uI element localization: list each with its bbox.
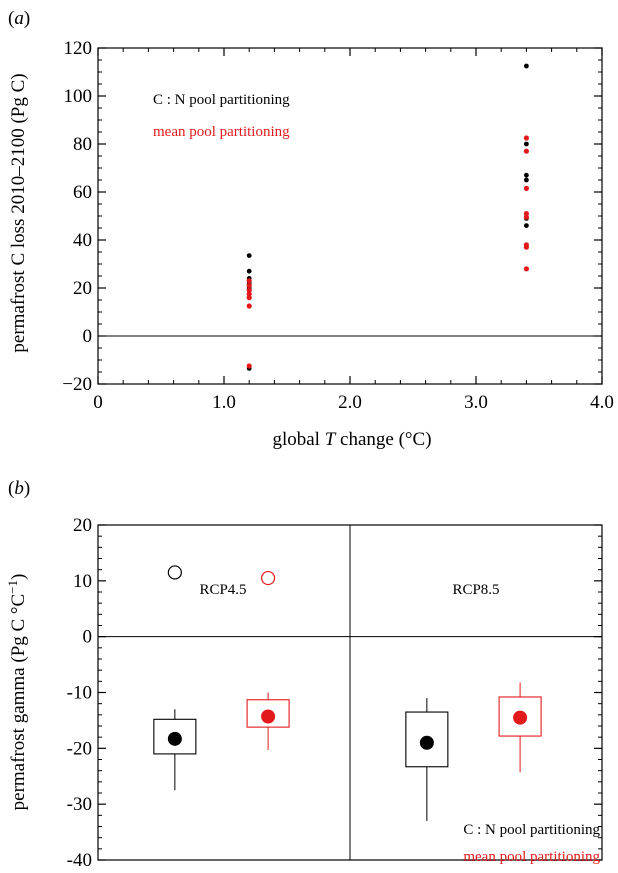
panel-b-legend-mean: mean pool partitioning xyxy=(463,849,600,865)
box-iqr-mean-rcp45 xyxy=(246,699,290,728)
panel-a-point-cn xyxy=(524,141,529,147)
panel-a-point-cn xyxy=(524,223,529,229)
panel-b-group-label-rcp45: RCP4.5 xyxy=(199,582,246,598)
panel-a-data-points xyxy=(246,63,530,371)
panel-b-boxes xyxy=(153,565,542,821)
panel-b-y-axis-label: permafrost gamma (Pg C °C−1) xyxy=(5,574,29,811)
panel-a-x-ticks: 0 1.0 2.0 3.0 4.0 xyxy=(93,48,614,413)
box-mean-marker-mean-rcp85 xyxy=(513,710,528,725)
panel-a-x-tick-label: 0 xyxy=(93,392,103,413)
box-mean-marker-cn-rcp85 xyxy=(419,735,434,750)
panel-a-point-mean xyxy=(246,287,252,293)
panel-a-x-tick-label: 4.0 xyxy=(590,392,614,413)
panel-a-y-tick-label: 0 xyxy=(83,326,93,347)
panel-a-point-mean xyxy=(246,363,252,369)
panel-b-y-tick-label: 20 xyxy=(73,515,92,536)
panel-a-x-tick-label: 2.0 xyxy=(338,392,362,413)
panel-b-divider-lines xyxy=(98,525,602,860)
panel-a-y-tick-label: 100 xyxy=(64,86,93,107)
panel-b-y-tick-label: 10 xyxy=(73,571,92,592)
panel-a-point-mean xyxy=(523,148,530,154)
panel-a-x-tick-label: 1.0 xyxy=(212,392,236,413)
panel-a-y-tick-label: −20 xyxy=(62,374,92,395)
panel-b-y-tick-label: -20 xyxy=(67,738,92,759)
box-mean-marker-mean-rcp45 xyxy=(261,709,276,724)
panel-a-y-axis-label: permafrost C loss 2010–2100 (Pg C) xyxy=(8,73,29,352)
panel-a-point-cn xyxy=(524,172,529,178)
panel-a-point-cn xyxy=(246,253,252,258)
panel-a-point-mean xyxy=(523,266,530,272)
panel-a-y-ticks: −20 0 20 40 60 80 100 120 xyxy=(62,38,602,395)
box-iqr-cn-rcp45 xyxy=(153,718,197,755)
panel-a-point-cn xyxy=(524,63,529,69)
panel-a-point-mean xyxy=(246,291,252,297)
box-iqr-mean-rcp85 xyxy=(498,696,542,737)
panel-b-y-tick-label: -40 xyxy=(67,850,92,871)
panel-a-y-tick-label: 40 xyxy=(73,230,92,251)
panel-a-point-mean xyxy=(523,185,530,191)
panel-b-y-tick-label: -30 xyxy=(67,794,92,815)
panel-a-point-cn xyxy=(524,177,529,183)
box-outlier-mean-rcp45 xyxy=(261,570,276,586)
panel-b-y-ticks: 20 10 0 -10 -20 -30 -40 xyxy=(67,515,602,871)
panel-a-point-mean xyxy=(246,278,252,284)
panel-b-group-label-rcp85: RCP8.5 xyxy=(452,582,499,598)
box-outlier-cn-rcp45 xyxy=(167,565,182,580)
panel-a-label: (a) xyxy=(8,8,30,29)
panel-b-label: (b) xyxy=(8,478,30,499)
panel-a-point-mean xyxy=(246,303,252,309)
panel-b-y-tick-label: -10 xyxy=(67,683,92,704)
panel-a-point-mean xyxy=(246,283,252,289)
panel-a-point-mean xyxy=(523,135,530,141)
panel-a-point-mean xyxy=(523,214,530,220)
panel-a-x-axis-label: global T change (°C) xyxy=(272,429,431,450)
panel-b-box-chart: (b) 20 10 0 -10 -20 -30 -40 RCP4.5 RCP8.5 C : … xyxy=(5,478,603,871)
panel-a-y-tick-label: 120 xyxy=(64,38,93,59)
panel-a-point-mean xyxy=(523,244,530,250)
panel-a-y-tick-label: 20 xyxy=(73,278,92,299)
panel-a-point-cn xyxy=(246,268,252,274)
panel-a-point-mean xyxy=(246,295,252,301)
panel-a-legend-mean: mean pool partitioning xyxy=(153,124,290,140)
panel-b-y-tick-label: 0 xyxy=(83,627,93,648)
box-mean-marker-cn-rcp45 xyxy=(167,731,182,746)
panel-a-legend-cn: C : N pool partitioning xyxy=(153,92,290,108)
panel-a-y-tick-label: 80 xyxy=(73,134,92,155)
panel-a-x-tick-label: 3.0 xyxy=(464,392,488,413)
panel-b-legend-cn: C : N pool partitioning xyxy=(463,822,600,838)
panel-a-point-mean xyxy=(523,211,530,217)
panel-a-y-tick-label: 60 xyxy=(73,182,92,203)
box-iqr-cn-rcp85 xyxy=(405,711,449,768)
